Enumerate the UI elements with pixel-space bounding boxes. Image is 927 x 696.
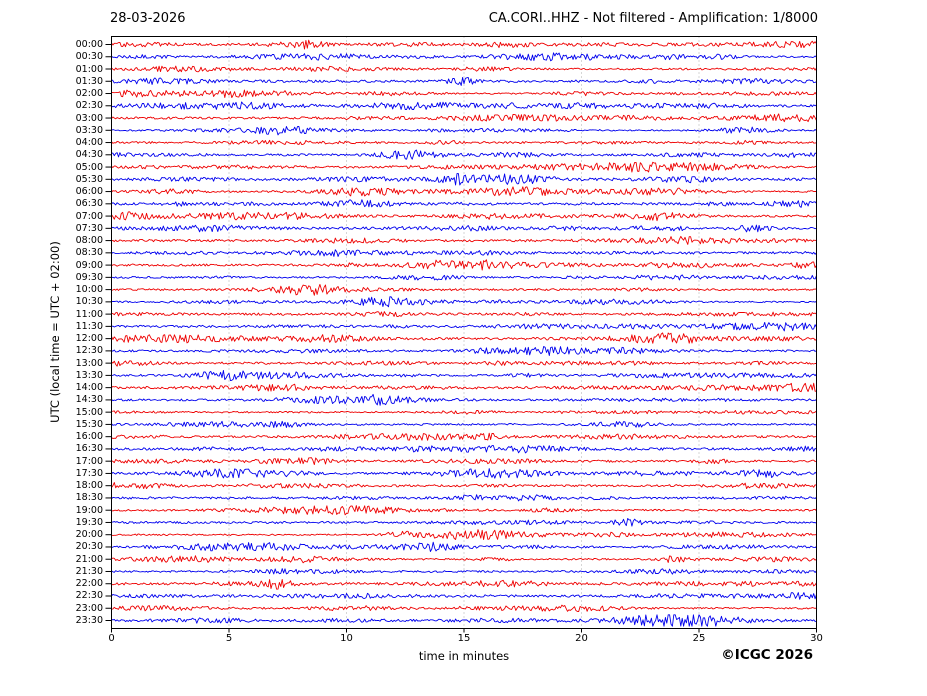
time-label: 02:00 xyxy=(75,88,103,100)
time-label: 16:30 xyxy=(75,443,103,455)
time-label: 22:30 xyxy=(75,590,103,602)
time-label: 21:00 xyxy=(75,553,103,565)
time-label: 01:30 xyxy=(75,75,103,87)
time-label: 16:00 xyxy=(75,431,103,443)
time-label: 14:30 xyxy=(75,394,103,406)
minute-tick-label: 15 xyxy=(457,633,471,644)
time-label: 03:30 xyxy=(75,124,103,136)
time-label: 17:00 xyxy=(75,455,103,467)
time-label: 02:30 xyxy=(75,100,103,112)
time-label: 19:00 xyxy=(75,504,103,516)
time-label: 19:30 xyxy=(75,516,103,528)
plot-title: CA.CORI..HHZ - Not filtered - Amplificat… xyxy=(488,11,818,26)
minute-tick-label: 5 xyxy=(225,633,233,644)
time-label: 04:00 xyxy=(75,137,103,149)
time-label: 23:30 xyxy=(75,615,103,626)
minute-tick-label: 25 xyxy=(692,633,706,644)
time-label: 05:00 xyxy=(75,161,103,173)
time-label: 07:00 xyxy=(75,210,103,222)
time-label: 06:30 xyxy=(75,198,103,210)
time-label: 08:00 xyxy=(75,235,103,247)
time-label: 06:00 xyxy=(75,186,103,198)
time-label: 14:00 xyxy=(75,382,103,394)
time-label: 23:00 xyxy=(75,602,103,614)
time-label: 18:30 xyxy=(75,492,103,504)
time-label: 20:00 xyxy=(75,529,103,541)
time-label: 07:30 xyxy=(75,222,103,234)
minute-tick-label: 10 xyxy=(340,633,353,644)
minute-tick-label: 30 xyxy=(810,633,823,644)
minute-tick-label: 20 xyxy=(575,633,588,644)
time-label: 01:00 xyxy=(75,63,103,75)
time-label: 08:30 xyxy=(75,247,103,259)
time-label: 20:30 xyxy=(75,541,103,553)
time-label: 13:30 xyxy=(75,369,103,381)
time-label: 10:30 xyxy=(75,296,103,308)
time-label: 12:30 xyxy=(75,345,103,357)
time-label: 21:30 xyxy=(75,565,103,577)
time-label: 15:00 xyxy=(75,406,103,418)
time-label: 22:00 xyxy=(75,578,103,590)
time-label: 11:30 xyxy=(75,320,103,332)
time-label: 05:30 xyxy=(75,173,103,185)
time-label: 18:00 xyxy=(75,480,103,492)
time-label: 04:30 xyxy=(75,149,103,161)
minute-tick-label: 0 xyxy=(108,633,115,644)
time-label: 15:30 xyxy=(75,418,103,430)
time-label: 13:00 xyxy=(75,357,103,369)
time-label: 09:30 xyxy=(75,271,103,283)
time-label: 11:00 xyxy=(75,308,103,320)
time-label: 09:00 xyxy=(75,259,103,271)
time-label: 10:00 xyxy=(75,284,103,296)
y-axis-title: UTC (local time = UTC + 02:00) xyxy=(48,241,62,423)
time-label: 17:30 xyxy=(75,467,103,479)
time-label: 03:00 xyxy=(75,112,103,124)
time-label: 00:30 xyxy=(75,51,103,63)
x-axis-title: time in minutes xyxy=(418,649,510,663)
copyright: ©ICGC 2026 xyxy=(721,647,813,663)
time-label: 12:00 xyxy=(75,333,103,345)
date-title: 28-03-2026 xyxy=(110,11,186,26)
time-label: 00:00 xyxy=(75,39,103,50)
